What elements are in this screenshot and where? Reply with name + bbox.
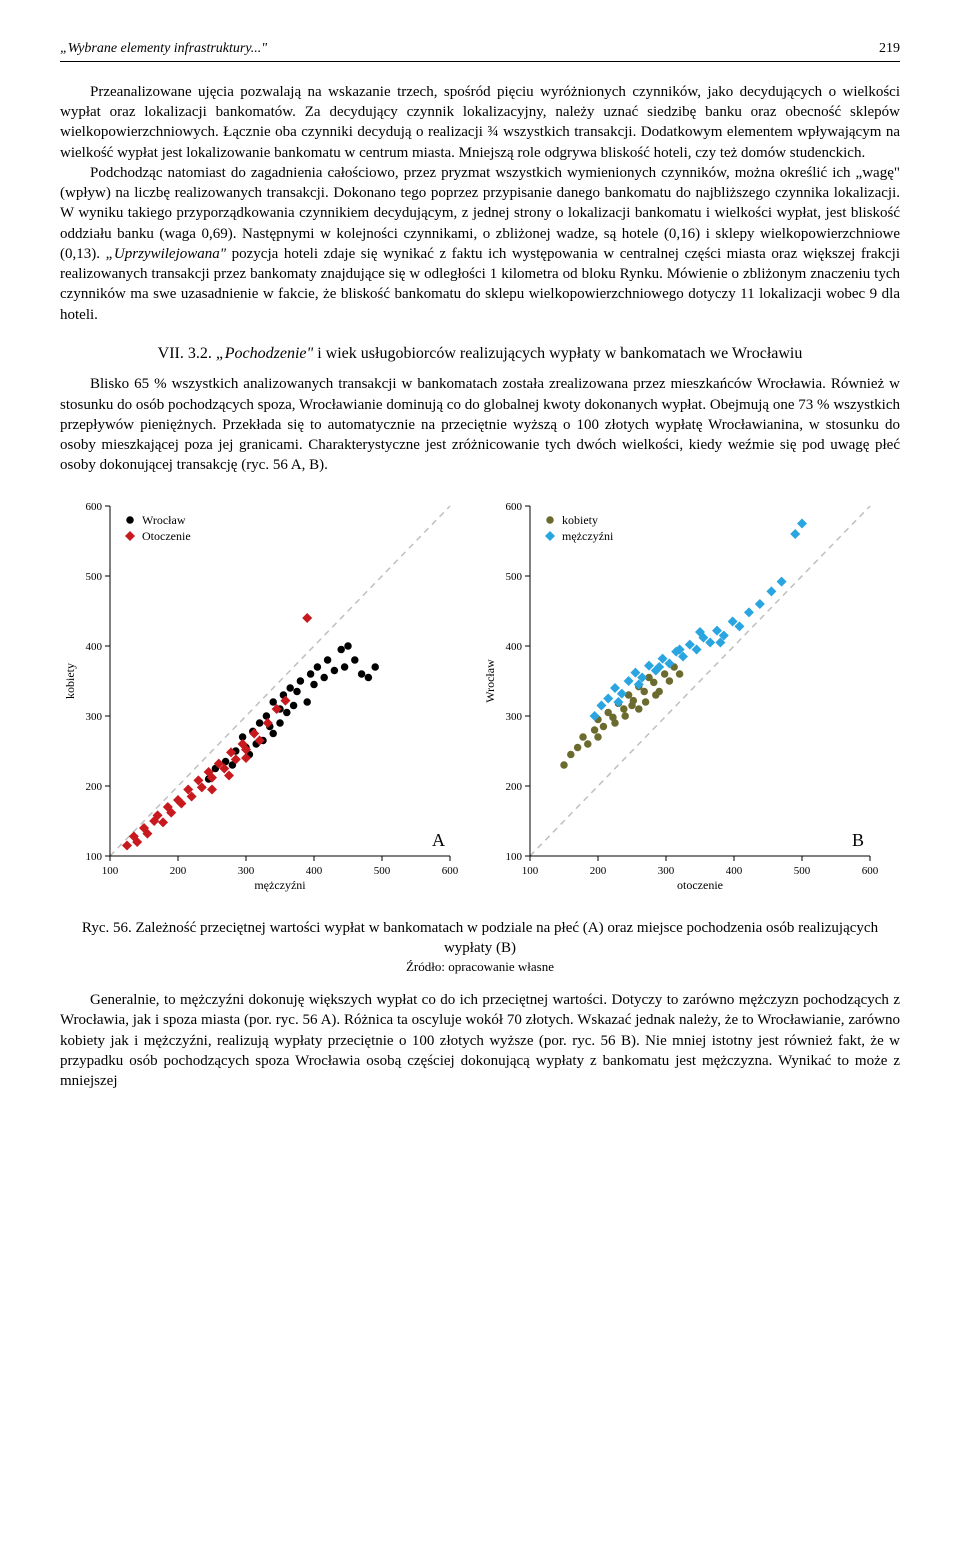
figure-56: 100 100 200 200 300 300 400 400 500 500 600 600 mężc… — [60, 496, 900, 912]
svg-text:300: 300 — [238, 865, 255, 877]
chart-a: 100 100 200 200 300 300 400 400 500 500 600 600 mężc… — [60, 496, 470, 912]
running-header: „Wybrane elementy infrastruktury..." 219 — [60, 40, 900, 62]
svg-text:400: 400 — [506, 641, 523, 653]
figure-source: Źródło: opracowanie własne — [60, 958, 900, 976]
svg-text:200: 200 — [506, 781, 523, 793]
svg-text:kobiety: kobiety — [63, 663, 77, 699]
svg-text:600: 600 — [862, 865, 879, 877]
svg-text:500: 500 — [374, 865, 391, 877]
svg-text:mężczyźni: mężczyźni — [562, 529, 614, 543]
section-title-b: i wiek usługobiorców realizujących wypła… — [313, 345, 802, 362]
svg-text:200: 200 — [86, 781, 103, 793]
svg-text:B: B — [852, 830, 864, 850]
section-title-em: „Pochodzenie" — [216, 345, 313, 362]
svg-text:300: 300 — [506, 711, 523, 723]
paragraph-1: Przeanalizowane ujęcia pozwalają na wska… — [60, 82, 900, 163]
svg-text:kobiety: kobiety — [562, 513, 598, 527]
svg-text:300: 300 — [86, 711, 103, 723]
svg-text:600: 600 — [442, 865, 459, 877]
svg-text:400: 400 — [726, 865, 743, 877]
svg-text:100: 100 — [522, 865, 539, 877]
paragraph-3: Blisko 65 % wszystkich analizowanych tra… — [60, 374, 900, 475]
svg-text:200: 200 — [170, 865, 187, 877]
paragraph-2: Podchodząc natomiast do zagadnienia cało… — [60, 163, 900, 325]
svg-text:100: 100 — [506, 851, 523, 863]
svg-text:Otoczenie: Otoczenie — [142, 529, 191, 543]
svg-text:Wrocław: Wrocław — [483, 659, 497, 703]
chart-a-svg: 100 100 200 200 300 300 400 400 500 500 600 600 mężc… — [60, 496, 470, 906]
page-number: 219 — [879, 40, 900, 59]
svg-text:300: 300 — [658, 865, 675, 877]
svg-text:mężczyźni: mężczyźni — [254, 878, 306, 892]
chart-b-svg: 100 100 200 200 300 300 400 400 500 500 600 600 otoc… — [480, 496, 890, 906]
svg-text:500: 500 — [86, 571, 103, 583]
svg-text:400: 400 — [306, 865, 323, 877]
svg-text:otoczenie: otoczenie — [677, 878, 723, 892]
svg-text:100: 100 — [102, 865, 119, 877]
section-title-a: VII. 3.2. — [158, 345, 216, 362]
svg-text:400: 400 — [86, 641, 103, 653]
figure-caption: Ryc. 56. Zależność przeciętnej wartości … — [60, 918, 900, 959]
section-title: VII. 3.2. „Pochodzenie" i wiek usługobio… — [60, 343, 900, 365]
paragraph-4: Generalnie, to mężczyźni dokonuję większ… — [60, 990, 900, 1091]
svg-text:200: 200 — [590, 865, 607, 877]
svg-text:A: A — [432, 830, 445, 850]
p2-emph: „Uprzywilejowana" — [106, 246, 226, 262]
running-title: „Wybrane elementy infrastruktury..." — [60, 40, 267, 59]
svg-text:500: 500 — [794, 865, 811, 877]
svg-text:600: 600 — [506, 501, 523, 513]
chart-b: 100 100 200 200 300 300 400 400 500 500 600 600 otoc… — [480, 496, 890, 912]
svg-text:Wrocław: Wrocław — [142, 513, 186, 527]
svg-text:100: 100 — [86, 851, 103, 863]
svg-text:600: 600 — [86, 501, 103, 513]
svg-text:500: 500 — [506, 571, 523, 583]
